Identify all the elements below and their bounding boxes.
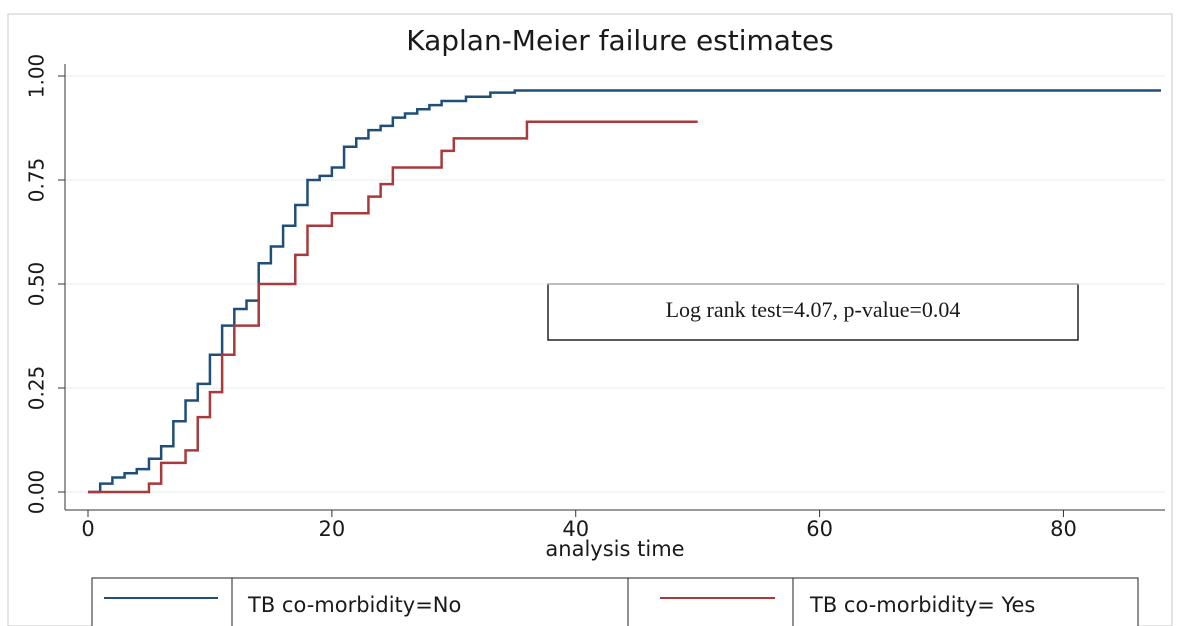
- y-tick-label: 0.75: [25, 158, 49, 203]
- km-curve: [88, 89, 1161, 494]
- y-tick-label: 0.50: [25, 262, 49, 307]
- x-tick-label: 40: [562, 517, 589, 541]
- annotation: Log rank test=4.07, p-value=0.04: [666, 297, 961, 322]
- annotation-box: [547, 283, 1079, 341]
- km-curve: [88, 120, 698, 494]
- legend-box: [231, 577, 629, 626]
- legend-box: [792, 577, 1139, 626]
- y-tick-label: 0.00: [25, 470, 49, 515]
- chart-title: Kaplan-Meier failure estimates: [406, 24, 834, 57]
- x-tick-label: 80: [1050, 517, 1077, 541]
- x-axis-label: analysis time: [545, 537, 684, 561]
- x-tick-label: 60: [806, 517, 833, 541]
- x-tick-label: 20: [318, 517, 345, 541]
- legend-label: TB co-morbidity= Yes: [809, 593, 1035, 617]
- y-tick-label: 1.00: [25, 54, 49, 99]
- legend-label: TB co-morbidity=No: [247, 593, 461, 617]
- x-tick-label: 0: [81, 517, 94, 541]
- y-tick-label: 0.25: [25, 366, 49, 411]
